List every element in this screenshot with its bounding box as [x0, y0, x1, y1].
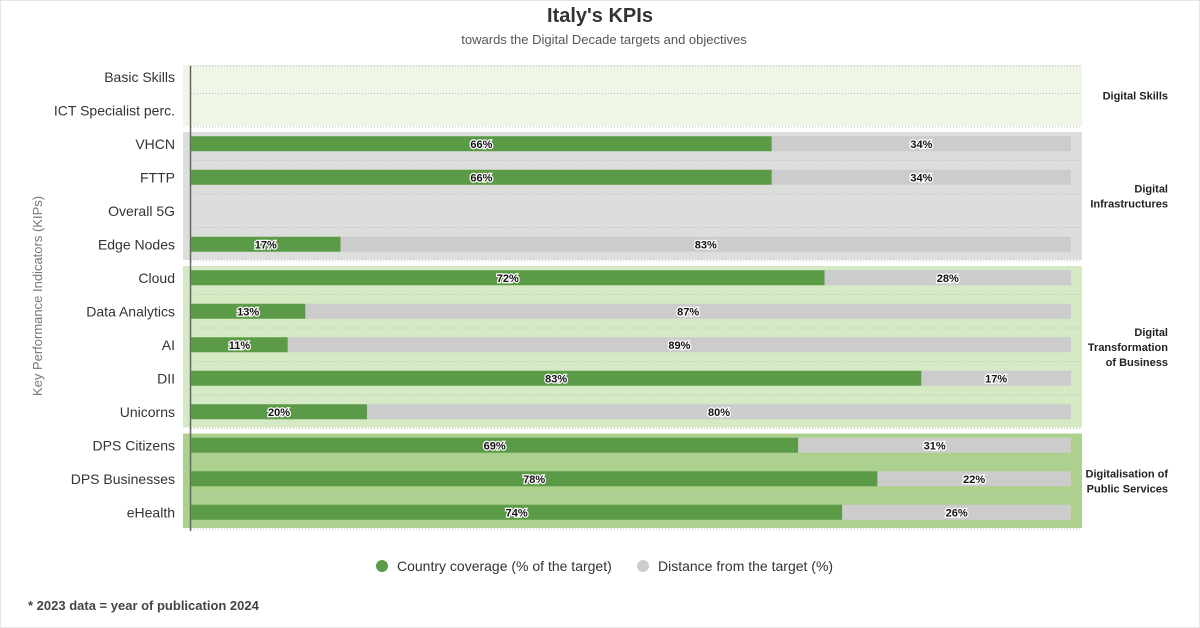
data-label-coverage: 20%: [268, 407, 290, 419]
data-label-coverage: 66%: [470, 172, 492, 184]
data-label-coverage: 17%: [255, 239, 277, 251]
data-label-distance: 26%: [946, 507, 968, 519]
data-label-coverage: 69%: [484, 440, 506, 452]
bar-distance: [877, 471, 1071, 487]
data-label-distance: 34%: [910, 172, 932, 184]
category-label: Cloud: [138, 270, 175, 286]
bar-coverage: [191, 270, 825, 286]
category-label: Basic Skills: [104, 69, 175, 85]
bar-coverage: [191, 337, 288, 353]
category-label: DPS Businesses: [71, 471, 175, 487]
bar-distance: [824, 270, 1071, 286]
group-label: of Business: [1106, 357, 1168, 369]
data-label-distance: 87%: [677, 306, 699, 318]
data-label-distance: 89%: [668, 340, 690, 352]
group-label: Digital Skills: [1103, 91, 1168, 103]
group-band: [183, 65, 1082, 126]
group-label: Digitalisation of: [1086, 468, 1169, 480]
bar-coverage: [191, 471, 878, 487]
bar-coverage: [191, 169, 772, 185]
bar-coverage: [191, 437, 799, 453]
bar-distance: [287, 337, 1071, 353]
data-label-coverage: 72%: [497, 273, 519, 285]
y-axis-title: Key Performance Indicators (KIPs): [30, 196, 45, 396]
group-label: Infrastructures: [1090, 199, 1168, 211]
data-label-coverage: 74%: [506, 507, 528, 519]
category-label: Overall 5G: [108, 203, 175, 219]
data-label-coverage: 13%: [237, 306, 259, 318]
group-label: Public Services: [1087, 483, 1168, 495]
bar-distance: [798, 437, 1071, 453]
category-label: DII: [157, 370, 175, 386]
data-label-distance: 22%: [963, 474, 985, 486]
data-label-distance: 17%: [985, 373, 1007, 385]
bar-distance: [921, 370, 1071, 386]
data-label-distance: 80%: [708, 407, 730, 419]
bar-distance: [771, 136, 1071, 152]
bar-distance: [367, 404, 1071, 420]
group-label: Transformation: [1088, 342, 1168, 354]
data-label-coverage: 78%: [523, 474, 545, 486]
bar-coverage: [191, 404, 367, 420]
category-label: VHCN: [135, 136, 175, 152]
category-label: AI: [162, 337, 175, 353]
footnote: * 2023 data = year of publication 2024: [28, 598, 259, 613]
bar-distance: [771, 169, 1071, 185]
category-label: Data Analytics: [86, 303, 175, 319]
chart-title: Italy's KPIs: [547, 5, 653, 27]
bar-distance: [842, 504, 1071, 520]
data-label-coverage: 83%: [545, 373, 567, 385]
data-label-distance: 28%: [937, 273, 959, 285]
bar-coverage: [191, 236, 341, 252]
data-label-coverage: 66%: [470, 139, 492, 151]
data-label-distance: 31%: [924, 440, 946, 452]
legend-item-distance: Distance from the target (%): [658, 558, 833, 574]
data-label-distance: 34%: [910, 139, 932, 151]
bar-coverage: [191, 136, 772, 152]
legend-marker-coverage[interactable]: [376, 560, 388, 572]
bar-distance: [305, 303, 1071, 319]
category-label: Edge Nodes: [98, 236, 175, 252]
chart-subtitle: towards the Digital Decade targets and o…: [461, 32, 747, 47]
category-label: ICT Specialist perc.: [54, 102, 175, 118]
legend-marker-distance[interactable]: [637, 560, 649, 572]
bar-distance: [340, 236, 1072, 252]
bar-coverage: [191, 504, 843, 520]
category-label: Unicorns: [120, 404, 175, 420]
category-label: eHealth: [127, 504, 175, 520]
category-label: FTTP: [140, 169, 175, 185]
legend-item-coverage: Country coverage (% of the target): [397, 558, 612, 574]
data-label-distance: 83%: [695, 239, 717, 251]
bar-coverage: [191, 303, 306, 319]
category-label: DPS Citizens: [93, 437, 175, 453]
bar-coverage: [191, 370, 922, 386]
group-label: Digital: [1134, 184, 1168, 196]
data-label-coverage: 11%: [229, 340, 251, 352]
group-label: Digital: [1134, 327, 1168, 339]
